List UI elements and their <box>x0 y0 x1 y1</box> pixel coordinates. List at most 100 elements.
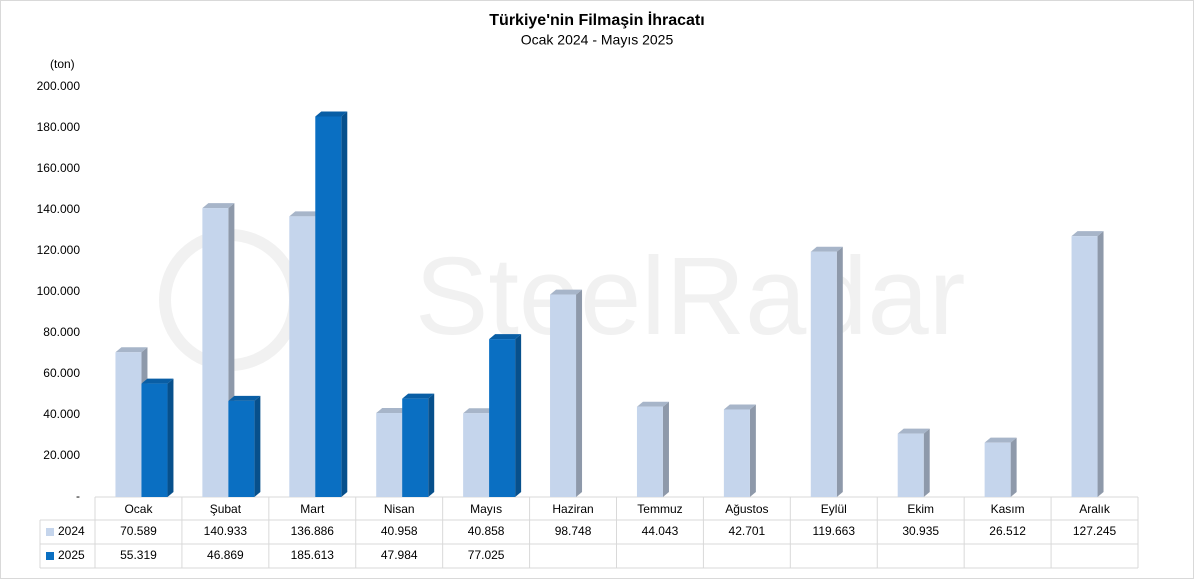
x-tick-label: Eylül <box>821 502 847 516</box>
bar-front <box>376 413 403 497</box>
bar-front <box>489 339 516 497</box>
bar-top <box>402 393 435 399</box>
data-label: 40.858 <box>468 524 505 538</box>
bar-front <box>228 400 255 497</box>
bar-front <box>463 413 490 497</box>
bar <box>723 404 756 497</box>
data-label: 42.701 <box>729 524 766 538</box>
data-label: 55.319 <box>120 548 157 562</box>
x-tick-label: Aralık <box>1079 502 1111 516</box>
bar-top <box>810 246 843 252</box>
bar-top <box>315 111 348 117</box>
data-label: 98.748 <box>555 524 592 538</box>
bar-front <box>636 406 663 497</box>
x-tick-label: Nisan <box>384 502 415 516</box>
bar-side <box>576 289 583 497</box>
chart-subtitle: Ocak 2024 - Mayıs 2025 <box>521 32 674 48</box>
chart-title: Türkiye'nin Filmaşin İhracatı <box>489 11 704 29</box>
x-tick-label: Ocak <box>124 502 153 516</box>
y-tick-label: 20.000 <box>43 448 80 462</box>
bar-side <box>662 401 669 497</box>
bar-side <box>1010 437 1017 497</box>
data-label: 119.663 <box>813 524 856 538</box>
bar-top <box>489 334 522 340</box>
y-tick-label: 40.000 <box>43 407 80 421</box>
data-label: 136.886 <box>291 524 335 538</box>
bar-side <box>923 428 930 497</box>
x-tick-label: Haziran <box>552 502 593 516</box>
bar-side <box>836 246 843 497</box>
bar <box>315 111 348 497</box>
x-tick-label: Temmuz <box>637 502 682 516</box>
bar-top <box>723 404 756 410</box>
y-axis-label: (ton) <box>50 57 75 71</box>
data-label: 30.935 <box>902 524 939 538</box>
bar-front <box>810 251 837 497</box>
data-label: 40.958 <box>381 524 418 538</box>
bar <box>489 334 522 497</box>
bar-front <box>402 398 429 497</box>
bar <box>897 428 930 497</box>
bar-side <box>749 404 756 497</box>
legend-swatch <box>46 552 54 560</box>
bar <box>202 203 235 498</box>
y-tick-label: 120.000 <box>37 243 81 257</box>
bar <box>402 393 435 497</box>
bar <box>1071 231 1104 497</box>
bar-side <box>428 393 435 497</box>
y-tick-label: 160.000 <box>37 161 81 175</box>
bar-top <box>897 428 930 434</box>
bar <box>810 246 843 497</box>
y-tick-label: 140.000 <box>37 202 81 216</box>
bar-front <box>897 433 924 497</box>
bar-front <box>1071 236 1098 497</box>
data-label: 140.933 <box>204 524 248 538</box>
y-tick-label: 180.000 <box>37 120 81 134</box>
data-label: 47.984 <box>381 548 418 562</box>
bar-top <box>202 203 235 209</box>
bar-front <box>202 208 229 498</box>
bar-top <box>984 437 1017 443</box>
bar-side <box>515 334 522 497</box>
bar-side <box>167 378 174 497</box>
bar-front <box>315 116 342 497</box>
bar-top <box>463 408 496 414</box>
data-label: 26.512 <box>989 524 1026 538</box>
data-label: 127.245 <box>1073 524 1117 538</box>
bar-side <box>341 111 348 497</box>
data-label: 70.589 <box>120 524 157 538</box>
y-tick-label: - <box>76 489 80 503</box>
bar-front <box>115 352 142 497</box>
bar <box>984 437 1017 497</box>
x-tick-label: Ağustos <box>725 502 768 516</box>
x-tick-label: Mart <box>300 502 325 516</box>
bar-top <box>550 289 583 295</box>
legend-label: 2025 <box>58 548 85 562</box>
x-tick-label: Kasım <box>991 502 1025 516</box>
bar-top <box>1071 231 1104 237</box>
bar <box>115 347 148 497</box>
data-label: 44.043 <box>642 524 679 538</box>
bar-side <box>1097 231 1104 497</box>
x-tick-label: Ekim <box>907 502 934 516</box>
bar-top <box>141 378 174 384</box>
bar-top <box>376 408 409 414</box>
bar-top <box>115 347 148 353</box>
legend-label: 2024 <box>58 524 85 538</box>
data-label: 77.025 <box>468 548 505 562</box>
bar-front <box>141 383 168 497</box>
x-tick-label: Şubat <box>210 502 242 516</box>
bar-front <box>723 409 750 497</box>
bar-front <box>550 294 577 497</box>
bar-front <box>984 442 1011 497</box>
bar <box>141 378 174 497</box>
y-tick-label: 100.000 <box>37 284 81 298</box>
bar <box>636 401 669 497</box>
bar <box>550 289 583 497</box>
bar-side <box>254 395 261 497</box>
data-label: 46.869 <box>207 548 244 562</box>
bar-top <box>289 211 322 217</box>
y-tick-label: 60.000 <box>43 366 80 380</box>
bar-top <box>636 401 669 407</box>
bar-top <box>228 395 261 401</box>
